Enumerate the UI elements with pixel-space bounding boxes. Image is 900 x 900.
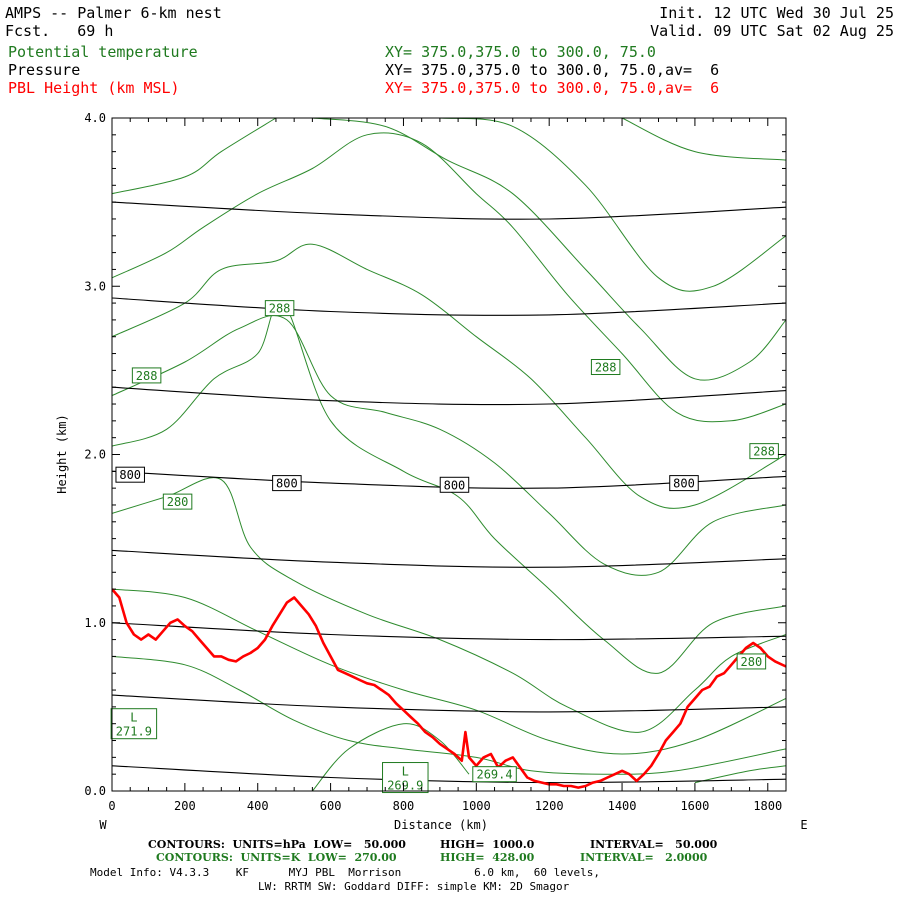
theta-contour-line: [112, 588, 786, 755]
pressure-contour-label-box: [272, 475, 302, 492]
y-tick-label: 3.0: [84, 279, 106, 293]
x-tick-label: 1200: [535, 799, 564, 813]
x-tick-label: 200: [174, 799, 196, 813]
low-center-letter: L: [130, 711, 137, 725]
pressure-contours: [112, 201, 786, 784]
x-tick-label: 1000: [462, 799, 491, 813]
low-center-letter: L: [402, 765, 409, 779]
pressure-contour-line: [112, 297, 786, 316]
footer-theta-high: HIGH= 428.00: [440, 851, 535, 864]
theta-contour-label-box: [162, 493, 193, 510]
field-name-theta: Potential temperature: [8, 43, 198, 61]
footer-theta-low: CONTOURS: UNITS=K LOW= 270.00: [156, 851, 397, 864]
theta-contour-label-box: [749, 443, 779, 460]
theta-contours: [112, 118, 786, 791]
x-end-label-east: E: [800, 818, 807, 832]
theta-contour-line: [694, 765, 786, 784]
footer-pressure-high: HIGH= 1000.0: [440, 838, 535, 851]
theta-contour-line: [112, 477, 786, 733]
header-init-time: Init. 12 UTC Wed 30 Jul 25: [659, 4, 894, 22]
low-center-box: [110, 708, 158, 740]
theta-contour-label-box: [590, 359, 621, 376]
theta-contour-label: 288: [269, 302, 291, 316]
pressure-contour-line: [112, 694, 786, 713]
theta-contour-label: 288: [136, 369, 158, 383]
theta-contour-line: [112, 132, 786, 423]
theta-contour-line: [112, 118, 277, 195]
pressure-contour-label: 800: [444, 478, 466, 492]
pbl-height-line: [112, 588, 786, 789]
theta-contour-line: [112, 315, 786, 576]
pressure-contour-line: [112, 549, 786, 568]
theta-contour-label: 288: [753, 445, 775, 459]
x-tick-label: 400: [247, 799, 269, 813]
x-axis-label: Distance (km): [394, 818, 488, 832]
theta-contour-label: 280: [167, 495, 189, 509]
theta-contour-label-box: [264, 300, 295, 317]
pbl-series: [112, 588, 786, 789]
x-tick-label: 1600: [680, 799, 709, 813]
header-valid-time: Valid. 09 UTC Sat 02 Aug 25: [650, 22, 894, 40]
y-tick-label: 4.0: [84, 111, 106, 125]
theta-contour-line: [621, 118, 786, 161]
theta-contour-line: [312, 118, 786, 381]
y-tick-label: 1.0: [84, 616, 106, 630]
pressure-contour-label-box: [115, 466, 145, 483]
theta-contour-label: 269.4: [476, 768, 512, 782]
x-tick-label: 800: [393, 799, 415, 813]
pressure-contour-label-box: [669, 475, 699, 492]
field-name-pbl: PBL Height (km MSL): [8, 79, 180, 97]
low-center-box: [382, 762, 429, 794]
axes: 0 200 400 600 800 1000 1200 1400 1600 1800 0.0 1.0 2…: [84, 111, 787, 813]
pressure-contour-line: [112, 622, 786, 641]
field-xy-pressure: XY= 375.0,375.0 to 300.0, 75.0,av= 6: [385, 61, 720, 79]
x-end-label-west: W: [99, 818, 107, 832]
x-tick-label: 600: [320, 799, 342, 813]
theta-contour-label: 288: [595, 361, 617, 375]
y-axis-label: Height (km): [55, 414, 69, 493]
x-tick-label: 0: [108, 799, 115, 813]
y-tick-label: 2.0: [84, 448, 106, 462]
pressure-contour-line: [112, 201, 786, 220]
low-center-value: 271.9: [116, 725, 152, 739]
pressure-contour-label-box: [439, 476, 470, 493]
header-forecast-hour: Fcst. 69 h: [5, 22, 114, 40]
footer-physics-info: LW: RRTM SW: Goddard DIFF: simple KM: 2D…: [258, 880, 570, 893]
pressure-contour-label: 800: [276, 477, 298, 491]
header-title: AMPS -- Palmer 6-km nest: [5, 4, 222, 22]
theta-contour-line: [439, 118, 786, 292]
footer-model-info: Model Info: V4.3.3 KF MYJ PBL Morrison 6…: [90, 866, 600, 879]
plot-frame: [111, 117, 787, 792]
theta-contour-line: [112, 243, 786, 509]
x-tick-label: 1800: [753, 799, 782, 813]
footer-pressure-interval: INTERVAL= 50.000: [590, 838, 718, 851]
field-xy-pbl: XY= 375.0,375.0 to 300.0, 75.0,av= 6: [385, 79, 720, 97]
footer-pressure-low: CONTOURS: UNITS=hPa LOW= 50.000: [148, 838, 406, 851]
y-tick-label: 0.0: [84, 784, 106, 798]
x-tick-label: 1400: [608, 799, 637, 813]
theta-contour-label-box: [736, 653, 767, 670]
field-name-pressure: Pressure: [8, 61, 81, 79]
pressure-contour-label: 800: [119, 468, 141, 482]
pressure-contour-label: 800: [673, 477, 695, 491]
theta-contour-line: [112, 300, 786, 674]
pressure-contour-line: [112, 765, 786, 784]
low-center-value: 269.9: [387, 779, 423, 793]
field-xy-theta: XY= 375.0,375.0 to 300.0, 75.0: [385, 43, 656, 61]
pressure-contour-line: [112, 386, 786, 406]
footer-theta-interval: INTERVAL= 2.0000: [580, 851, 708, 864]
theta-contour-label-box: [472, 766, 517, 783]
theta-contour-label-box: [131, 367, 162, 384]
theta-contour-label: 280: [741, 655, 763, 669]
